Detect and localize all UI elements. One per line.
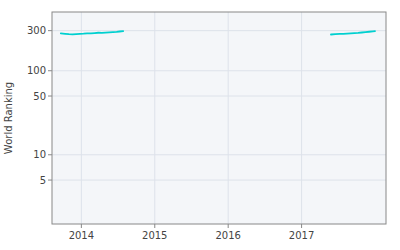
x-tick-label: 2017 [289, 230, 314, 241]
x-grid-line [154, 12, 155, 224]
data [61, 31, 375, 34]
y-tick-label: 100 [27, 65, 46, 76]
x-tick [228, 224, 229, 228]
x-tick [154, 224, 155, 228]
y-grid-line [52, 96, 386, 97]
axes: 5 10 50 100 300 2014 2015 2016 2017 [27, 12, 386, 241]
line [331, 31, 375, 34]
y-grid-line [52, 154, 386, 155]
y-tick [48, 70, 52, 71]
x-tick-label: 2016 [215, 230, 240, 241]
plot-area [52, 12, 386, 224]
x-grid-line [301, 12, 302, 224]
x-grid-line [81, 12, 82, 224]
y-tick [48, 30, 52, 31]
grid [52, 12, 386, 224]
chart: 5 10 50 100 300 2014 2015 2016 2017 World Ranking [0, 0, 400, 250]
x-tick-label: 2014 [69, 230, 94, 241]
y-axis-label: World Ranking [3, 82, 14, 154]
y-grid-line [52, 30, 386, 31]
y-grid-line [52, 70, 386, 71]
y-tick [48, 180, 52, 181]
x-grid-line [228, 12, 229, 224]
x-tick [81, 224, 82, 228]
y-tick [48, 96, 52, 97]
y-grid-line [52, 180, 386, 181]
y-tick-label: 10 [33, 149, 46, 160]
y-tick-label: 50 [33, 91, 46, 102]
y-tick-label: 300 [27, 25, 46, 36]
plot-frame [52, 12, 386, 224]
y-tick-label: 5 [40, 175, 46, 186]
y-tick [48, 154, 52, 155]
line [61, 31, 123, 34]
x-tick [301, 224, 302, 228]
x-tick-label: 2015 [142, 230, 167, 241]
